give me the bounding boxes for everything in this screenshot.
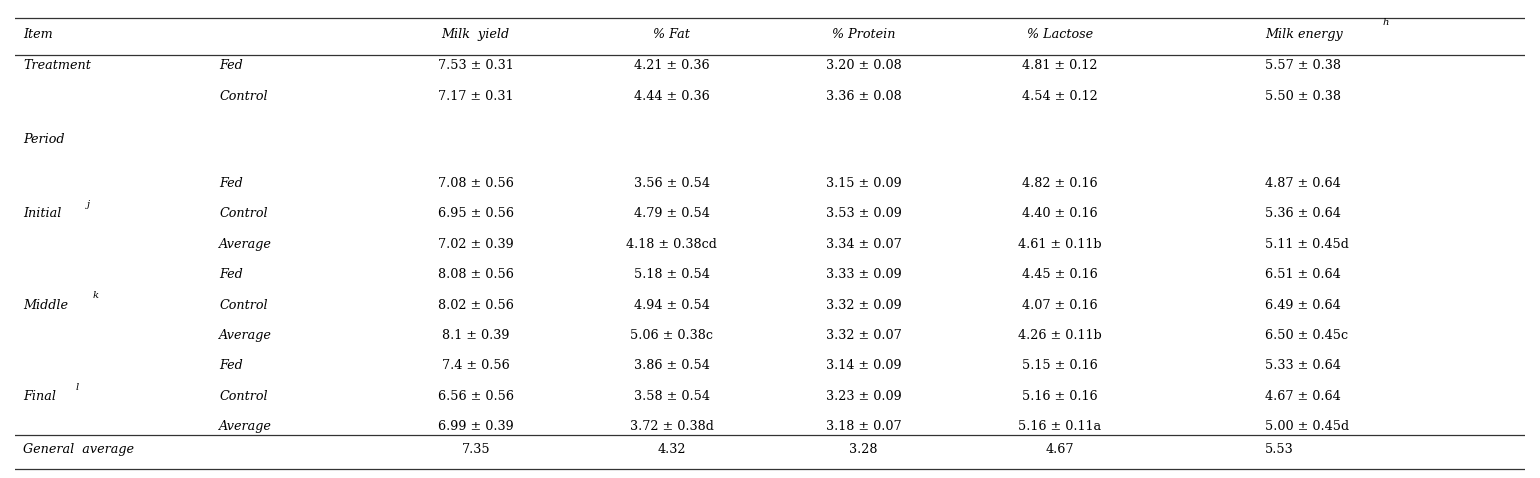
- Text: 4.79 ± 0.54: 4.79 ± 0.54: [634, 207, 710, 220]
- Text: Milk  yield: Milk yield: [442, 28, 510, 41]
- Text: 4.32: 4.32: [658, 443, 687, 456]
- Text: 4.87 ± 0.64: 4.87 ± 0.64: [1264, 177, 1341, 190]
- Text: 5.00 ± 0.45d: 5.00 ± 0.45d: [1264, 420, 1349, 434]
- Text: 3.32 ± 0.07: 3.32 ± 0.07: [825, 329, 901, 342]
- Text: 7.17 ± 0.31: 7.17 ± 0.31: [437, 90, 513, 103]
- Text: 5.06 ± 0.38c: 5.06 ± 0.38c: [630, 329, 713, 342]
- Text: 5.15 ± 0.16: 5.15 ± 0.16: [1023, 359, 1098, 372]
- Text: 3.18 ± 0.07: 3.18 ± 0.07: [825, 420, 901, 434]
- Text: 3.33 ± 0.09: 3.33 ± 0.09: [825, 268, 901, 281]
- Text: 4.82 ± 0.16: 4.82 ± 0.16: [1023, 177, 1098, 190]
- Text: 4.07 ± 0.16: 4.07 ± 0.16: [1023, 299, 1098, 312]
- Text: 3.86 ± 0.54: 3.86 ± 0.54: [634, 359, 710, 372]
- Text: Control: Control: [219, 390, 268, 403]
- Text: h: h: [1383, 18, 1389, 27]
- Text: 5.50 ± 0.38: 5.50 ± 0.38: [1264, 90, 1341, 103]
- Text: 3.58 ± 0.54: 3.58 ± 0.54: [634, 390, 710, 403]
- Text: 6.95 ± 0.56: 6.95 ± 0.56: [437, 207, 514, 220]
- Text: 4.26 ± 0.11b: 4.26 ± 0.11b: [1018, 329, 1101, 342]
- Text: 5.53: 5.53: [1264, 443, 1294, 456]
- Text: l: l: [75, 382, 79, 391]
- Text: 4.61 ± 0.11b: 4.61 ± 0.11b: [1018, 238, 1101, 250]
- Text: Middle: Middle: [23, 299, 68, 312]
- Text: 3.53 ± 0.09: 3.53 ± 0.09: [825, 207, 901, 220]
- Text: 3.28: 3.28: [850, 443, 878, 456]
- Text: k: k: [92, 291, 99, 300]
- Text: 3.56 ± 0.54: 3.56 ± 0.54: [634, 177, 710, 190]
- Text: 3.34 ± 0.07: 3.34 ± 0.07: [825, 238, 901, 250]
- Text: 4.45 ± 0.16: 4.45 ± 0.16: [1023, 268, 1098, 281]
- Text: 4.40 ± 0.16: 4.40 ± 0.16: [1023, 207, 1098, 220]
- Text: Average: Average: [219, 238, 273, 250]
- Text: 6.56 ± 0.56: 6.56 ± 0.56: [437, 390, 514, 403]
- Text: 5.11 ± 0.45d: 5.11 ± 0.45d: [1264, 238, 1349, 250]
- Text: Average: Average: [219, 329, 273, 342]
- Text: Period: Period: [23, 133, 65, 146]
- Text: 5.33 ± 0.64: 5.33 ± 0.64: [1264, 359, 1341, 372]
- Text: 8.08 ± 0.56: 8.08 ± 0.56: [437, 268, 514, 281]
- Text: 6.51 ± 0.64: 6.51 ± 0.64: [1264, 268, 1341, 281]
- Text: Control: Control: [219, 299, 268, 312]
- Text: Fed: Fed: [219, 359, 243, 372]
- Text: Average: Average: [219, 420, 273, 434]
- Text: 4.81 ± 0.12: 4.81 ± 0.12: [1023, 59, 1098, 72]
- Text: 6.50 ± 0.45c: 6.50 ± 0.45c: [1264, 329, 1348, 342]
- Text: 5.16 ± 0.11a: 5.16 ± 0.11a: [1018, 420, 1101, 434]
- Text: Initial: Initial: [23, 207, 62, 220]
- Text: 3.15 ± 0.09: 3.15 ± 0.09: [825, 177, 901, 190]
- Text: 7.53 ± 0.31: 7.53 ± 0.31: [437, 59, 513, 72]
- Text: 4.67: 4.67: [1046, 443, 1073, 456]
- Text: 7.02 ± 0.39: 7.02 ± 0.39: [437, 238, 513, 250]
- Text: Fed: Fed: [219, 177, 243, 190]
- Text: 8.1 ± 0.39: 8.1 ± 0.39: [442, 329, 510, 342]
- Text: 3.72 ± 0.38d: 3.72 ± 0.38d: [630, 420, 715, 434]
- Text: 3.32 ± 0.09: 3.32 ± 0.09: [825, 299, 901, 312]
- Text: 8.02 ± 0.56: 8.02 ± 0.56: [437, 299, 514, 312]
- Text: Milk energy: Milk energy: [1264, 28, 1343, 41]
- Text: Item: Item: [23, 28, 52, 41]
- Text: % Lactose: % Lactose: [1027, 28, 1093, 41]
- Text: 5.36 ± 0.64: 5.36 ± 0.64: [1264, 207, 1341, 220]
- Text: 4.44 ± 0.36: 4.44 ± 0.36: [634, 90, 710, 103]
- Text: 3.14 ± 0.09: 3.14 ± 0.09: [825, 359, 901, 372]
- Text: Control: Control: [219, 90, 268, 103]
- Text: 4.18 ± 0.38cd: 4.18 ± 0.38cd: [627, 238, 718, 250]
- Text: 7.4 ± 0.56: 7.4 ± 0.56: [442, 359, 510, 372]
- Text: 4.94 ± 0.54: 4.94 ± 0.54: [634, 299, 710, 312]
- Text: General  average: General average: [23, 443, 134, 456]
- Text: 3.23 ± 0.09: 3.23 ± 0.09: [825, 390, 901, 403]
- Text: 4.67 ± 0.64: 4.67 ± 0.64: [1264, 390, 1341, 403]
- Text: 3.20 ± 0.08: 3.20 ± 0.08: [825, 59, 901, 72]
- Text: 7.08 ± 0.56: 7.08 ± 0.56: [437, 177, 514, 190]
- Text: 5.18 ± 0.54: 5.18 ± 0.54: [634, 268, 710, 281]
- Text: % Fat: % Fat: [653, 28, 690, 41]
- Text: Final: Final: [23, 390, 55, 403]
- Text: 6.99 ± 0.39: 6.99 ± 0.39: [437, 420, 513, 434]
- Text: Treatment: Treatment: [23, 59, 91, 72]
- Text: 4.21 ± 0.36: 4.21 ± 0.36: [634, 59, 710, 72]
- Text: 5.57 ± 0.38: 5.57 ± 0.38: [1264, 59, 1341, 72]
- Text: 4.54 ± 0.12: 4.54 ± 0.12: [1023, 90, 1098, 103]
- Text: 7.35: 7.35: [462, 443, 490, 456]
- Text: Fed: Fed: [219, 59, 243, 72]
- Text: j: j: [86, 200, 89, 209]
- Text: Fed: Fed: [219, 268, 243, 281]
- Text: 5.16 ± 0.16: 5.16 ± 0.16: [1023, 390, 1098, 403]
- Text: Control: Control: [219, 207, 268, 220]
- Text: 3.36 ± 0.08: 3.36 ± 0.08: [825, 90, 901, 103]
- Text: 6.49 ± 0.64: 6.49 ± 0.64: [1264, 299, 1341, 312]
- Text: % Protein: % Protein: [832, 28, 895, 41]
